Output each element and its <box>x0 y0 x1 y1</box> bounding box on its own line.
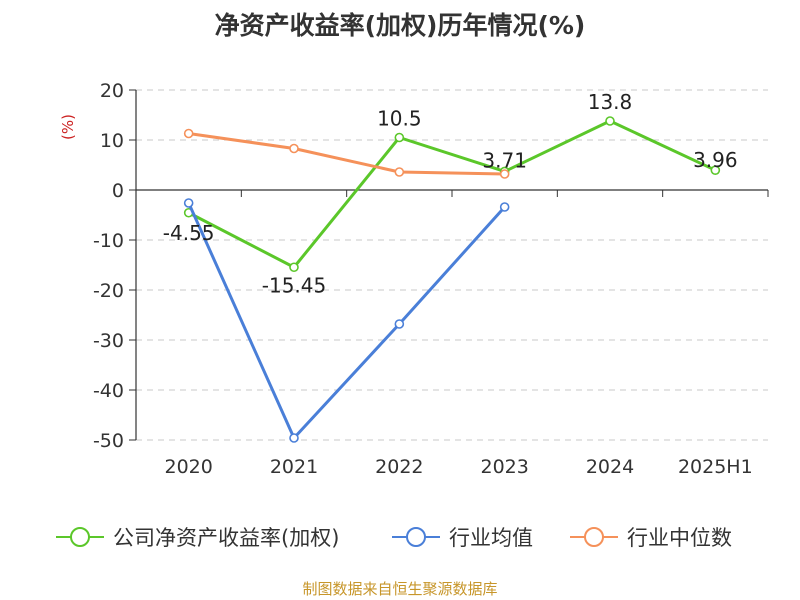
y-tick-label: -10 <box>93 230 124 252</box>
y-tick-label: -40 <box>93 380 124 402</box>
series-point <box>710 165 721 175</box>
series-point <box>499 202 510 212</box>
data-label: 3.71 <box>482 148 527 172</box>
x-tick-label: 2022 <box>375 456 423 478</box>
series-point <box>499 169 510 179</box>
x-tick-label: 2025H1 <box>678 456 753 478</box>
legend-label: 公司净资产收益率(加权) <box>113 526 339 550</box>
legend-label: 行业中位数 <box>627 526 732 550</box>
data-label: 13.8 <box>588 90 633 114</box>
x-tick-label: 2024 <box>586 456 634 478</box>
y-tick-label: -50 <box>93 430 124 452</box>
data-labels: -4.55 -15.45 10.5 3.71 13.8 3.96 <box>163 90 738 297</box>
data-label: 10.5 <box>377 107 422 131</box>
series-point <box>394 319 405 329</box>
legend: 公司净资产收益率(加权) 行业均值 行业中位数 <box>56 526 732 550</box>
data-label: -4.55 <box>163 221 215 245</box>
y-axis-unit-label: (%) <box>59 114 77 140</box>
x-tick-label: 2021 <box>270 456 318 478</box>
series-point <box>183 128 194 139</box>
series-line <box>187 201 507 440</box>
series-point <box>394 132 405 143</box>
series-line <box>187 132 507 176</box>
axes <box>129 89 769 441</box>
series-point <box>605 116 615 126</box>
series-point <box>289 433 299 443</box>
y-tick-label: -30 <box>93 330 124 352</box>
data-label: -15.45 <box>262 273 326 297</box>
x-tick-label: 2023 <box>480 456 528 478</box>
source-note: 制图数据来自恒生聚源数据库 <box>302 580 497 598</box>
x-tick-label: 2020 <box>164 456 212 478</box>
y-tick-labels: 20 10 0 -10 -20 -30 -40 -50 <box>93 80 124 452</box>
x-tick-labels: 2020 2021 2022 2023 2024 2025H1 <box>164 456 752 478</box>
y-tick-label: 0 <box>112 180 124 202</box>
data-label: 3.96 <box>693 148 738 172</box>
chart-title: 净资产收益率(加权)历年情况(%) <box>215 11 586 40</box>
series-point <box>183 198 194 208</box>
series-point <box>289 143 299 154</box>
series-point <box>289 262 299 273</box>
y-tick-label: 10 <box>100 130 124 152</box>
legend-label: 行业均值 <box>449 526 533 550</box>
y-tick-label: -20 <box>93 280 124 302</box>
legend-swatch-marker <box>70 527 90 547</box>
series-point <box>394 167 405 177</box>
series-line <box>187 119 717 269</box>
series-group <box>183 116 721 443</box>
legend-swatch-marker <box>406 527 426 547</box>
y-tick-label: 20 <box>100 80 124 102</box>
legend-swatch-marker <box>584 527 604 547</box>
